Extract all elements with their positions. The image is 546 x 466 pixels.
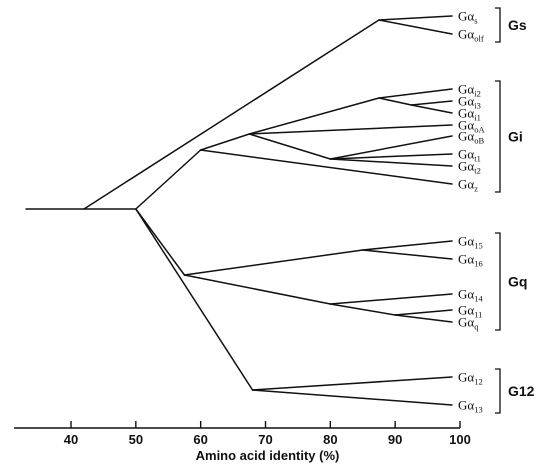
x-axis: 40 50 60 70 80 90 100 Amino acid identity (%)	[14, 421, 471, 463]
leaf-subscript-oB: oB	[474, 136, 484, 146]
branch-n50-n68	[135, 208, 254, 391]
branch-n50-n57	[135, 208, 186, 276]
branch-n42-gs	[83, 19, 380, 210]
leaf-label-i1: Gαi1	[458, 106, 481, 123]
branch-gs-olf	[378, 19, 453, 35]
branch-n80q-14	[329, 293, 453, 305]
group-label-g12: G12	[508, 383, 535, 399]
leaf-label-15: Gα15	[458, 234, 483, 251]
leaf-subscript-oA: oA	[474, 125, 485, 135]
branch-n80-t2	[329, 158, 453, 167]
branch-n87i-i2	[378, 88, 453, 99]
branch-n85-15	[362, 240, 453, 251]
x-tick-label-90: 90	[388, 432, 402, 447]
branch-n80-t1	[329, 153, 453, 160]
leaf-label-q: Gαq	[458, 315, 479, 332]
leaf-label-12: Gα12	[458, 370, 483, 387]
leaf-label-11: Gα11	[458, 303, 482, 320]
branch-n57-n80q	[183, 274, 332, 305]
branch-n67-n80	[248, 133, 332, 160]
group-label-gq: Gq	[508, 274, 527, 290]
leaf-subscript-t1: t1	[474, 154, 481, 164]
leaf-label-i2: Gαi2	[458, 82, 481, 99]
leaf-label-16: Gα16	[458, 252, 483, 269]
x-axis-title: Amino acid identity (%)	[196, 448, 340, 463]
leaf-label-i3: Gαi3	[458, 94, 481, 111]
x-tick-label-40: 40	[64, 432, 78, 447]
leaf-subscript-i1: i1	[474, 113, 481, 123]
branch-n68-13	[251, 389, 453, 406]
leaf-subscript-z: z	[474, 184, 478, 194]
bracket-gi	[495, 80, 501, 193]
branch-n80q-n90	[329, 303, 396, 316]
bracket-g12	[495, 368, 501, 414]
leaf-subscript-11: 11	[474, 310, 482, 320]
x-tick-label-80: 80	[323, 432, 337, 447]
x-tick-label-60: 60	[193, 432, 207, 447]
leaf-label-t2: Gαt2	[458, 159, 481, 176]
tree-edges	[25, 15, 453, 406]
x-tick-label-100: 100	[449, 432, 471, 447]
branch-n50-n60	[135, 149, 202, 210]
bracket-gq	[495, 232, 501, 331]
leaf-subscript-q: q	[474, 322, 479, 332]
leaf-subscript-i2: i2	[474, 89, 481, 99]
leaf-subscript-15: 15	[474, 241, 483, 251]
leaf-label-oA: GαoA	[458, 118, 485, 135]
leaf-label-14: Gα14	[458, 287, 483, 304]
leaf-subscript-olf: olf	[474, 34, 484, 44]
leaf-subscript-t2: t2	[474, 166, 481, 176]
leaf-label-z: Gαz	[458, 177, 478, 194]
branch-gs-s	[378, 15, 453, 21]
branch-n67-oA	[248, 124, 453, 135]
branch-n60-n67	[199, 133, 251, 151]
branch-n68-12	[251, 376, 453, 391]
x-tick-label-50: 50	[129, 432, 143, 447]
leaf-label-oB: GαoB	[458, 129, 484, 146]
branch-n60-z	[199, 149, 453, 185]
x-tick-label-70: 70	[258, 432, 272, 447]
group-label-gi: Gi	[508, 129, 523, 145]
leaf-subscript-16: 16	[474, 259, 483, 269]
branch-n85-16	[362, 249, 453, 260]
leaf-subscript-14: 14	[474, 294, 483, 304]
leaf-label-13: Gα13	[458, 398, 483, 415]
branch-n80-oB	[329, 135, 453, 160]
bracket-gs	[495, 7, 501, 43]
branch-n90-11	[394, 309, 453, 316]
leaf-subscript-13: 13	[474, 405, 483, 415]
leaf-subscript-12: 12	[474, 377, 483, 387]
branch-n87i-n93	[378, 97, 413, 106]
branch-n93-i1	[410, 104, 453, 114]
x-axis-ticks: 40 50 60 70 80 90 100	[64, 421, 471, 447]
group-label-gs: Gs	[508, 17, 527, 33]
leaf-label-olf: Gαolf	[458, 27, 484, 44]
branch-n67-n87i	[248, 97, 380, 135]
branch-n57-n85	[183, 249, 364, 276]
leaf-subscript-i3: i3	[474, 101, 481, 111]
leaf-subscript-s: s	[474, 16, 477, 26]
branch-n93-i3	[410, 100, 453, 106]
leaf-label-s: Gαs	[458, 9, 478, 26]
branch-n90-q	[394, 314, 453, 323]
group-brackets: Gs Gi Gq G12	[495, 7, 535, 414]
leaf-label-t1: Gαt1	[458, 147, 481, 164]
